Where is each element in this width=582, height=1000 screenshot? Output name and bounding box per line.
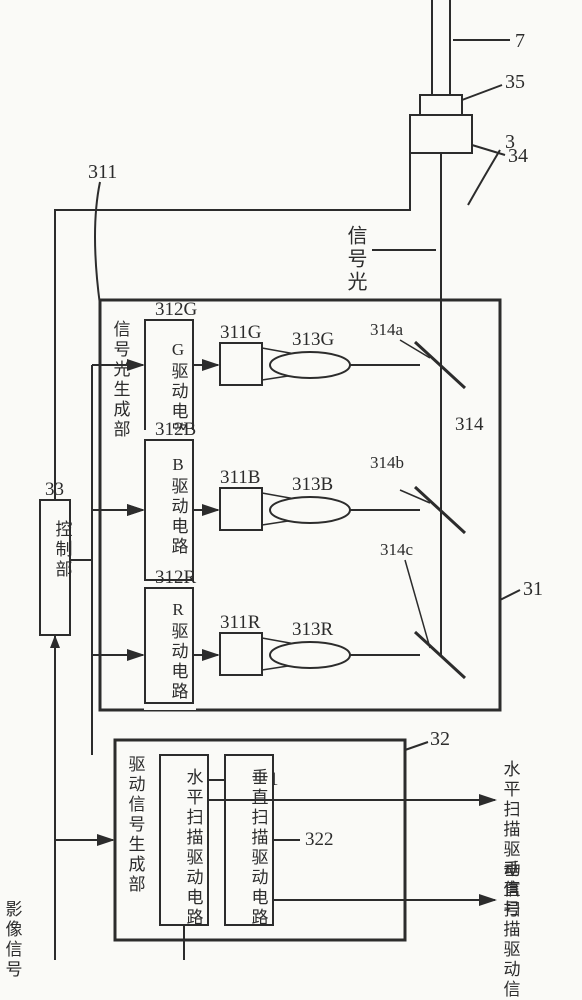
- hscan-label: 水平扫描驱动电路: [184, 768, 204, 928]
- ref-313r: 313R: [292, 619, 334, 640]
- ld-g: [220, 343, 262, 385]
- ld-b: [220, 488, 262, 530]
- ref-314c: 314c: [380, 540, 414, 559]
- label-signal-light: 信号光: [344, 225, 367, 294]
- ref-313g: 313G: [292, 329, 335, 350]
- ref-313b: 313B: [292, 474, 333, 495]
- ref-312b: 312B: [155, 419, 196, 440]
- ref-35: 35: [505, 71, 525, 93]
- connector-35: [420, 95, 462, 115]
- ref-314: 314: [455, 414, 484, 435]
- ref-311b: 311B: [220, 467, 260, 488]
- v-out-label: 垂直扫描驱动信号: [501, 860, 521, 1000]
- lens-g: [270, 352, 350, 378]
- ref-34: 34: [508, 145, 528, 167]
- leaders-314: 314a 314b 314c 314: [370, 320, 484, 648]
- leader-31: [500, 590, 520, 600]
- drv-sig-gen-label: 驱动信号生成部: [126, 755, 146, 895]
- ref-311g: 311G: [220, 322, 262, 343]
- ref-322: 322: [305, 829, 334, 850]
- ref-314b: 314b: [370, 453, 404, 472]
- ref-32: 32: [430, 728, 450, 750]
- ref-312r: 312R: [155, 567, 197, 588]
- leader-3: [468, 150, 500, 205]
- input-label-v: 影像信号: [3, 900, 23, 980]
- ref-311: 311: [88, 161, 117, 183]
- ref-311r: 311R: [220, 612, 261, 633]
- input-arrowhead: [50, 635, 60, 648]
- ref-31: 31: [523, 578, 543, 600]
- ctrl-label: 控制部: [53, 520, 73, 580]
- vscan: 垂直扫描驱动电路 322: [225, 755, 334, 928]
- ld-r: [220, 633, 262, 675]
- lens-b: [270, 497, 350, 523]
- lens-r: [270, 642, 350, 668]
- vscan-label: 垂直扫描驱动电路: [249, 768, 269, 928]
- leader-311: [95, 182, 100, 305]
- connector-34: [410, 115, 472, 153]
- leader-32: [405, 742, 428, 750]
- ref-312g: 312G: [155, 299, 198, 320]
- label-sig-gen: 信号光生成部: [111, 320, 131, 440]
- fiber-assembly: 7 35 34: [410, 0, 528, 300]
- r-drive-label: R驱动电路: [169, 600, 189, 702]
- ref-7: 7: [515, 30, 525, 52]
- b-drive-label: B驱动电路: [169, 455, 189, 557]
- ref-314a: 314a: [370, 320, 404, 339]
